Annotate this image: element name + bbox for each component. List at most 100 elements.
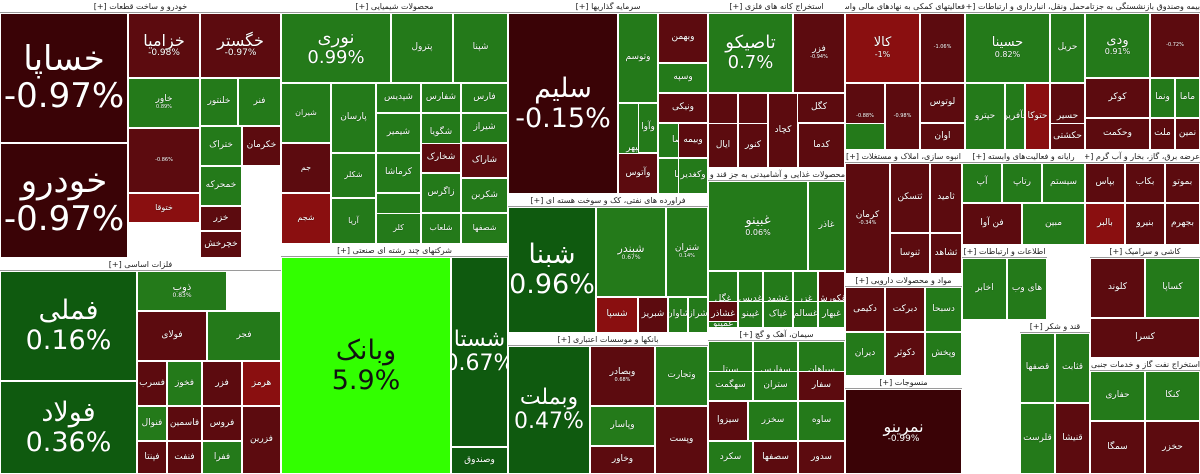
stock-tile[interactable]: ثامید — [930, 163, 962, 233]
sector-title[interactable]: انبوه سازی، املاک و مستغلات [+] — [845, 150, 962, 163]
stock-tile[interactable]: زاگرس — [421, 173, 461, 213]
stock-tile[interactable]: وپاسار — [590, 406, 655, 446]
sector-title[interactable]: فلزات اساسی [+] — [0, 258, 281, 271]
stock-tile[interactable]: بالبر — [1085, 203, 1125, 245]
stock-tile[interactable]: وآوا — [638, 103, 658, 153]
stock-tile[interactable]: سخزر — [748, 401, 798, 441]
stock-tile[interactable]: شتران 0.14% — [666, 207, 708, 297]
stock-tile[interactable]: فارس — [461, 83, 508, 113]
stock-tile[interactable]: خگستر -0.97% — [200, 13, 281, 78]
stock-tile[interactable]: کرماشا — [376, 153, 421, 193]
stock-tile[interactable]: خساپا -0.97% — [0, 13, 128, 143]
stock-tile[interactable]: وبهمن — [658, 13, 708, 63]
stock-tile[interactable]: وتوسم — [618, 13, 658, 103]
stock-tile[interactable]: سکرد — [708, 441, 753, 474]
stock-tile[interactable]: فولاد 0.36% — [0, 381, 137, 474]
stock-tile[interactable]: شستا0.67% — [451, 257, 508, 447]
stock-tile[interactable]: ساوه — [798, 401, 845, 441]
stock-tile[interactable]: شپدیس — [376, 83, 421, 113]
sector-title[interactable]: فعالیتهای کمکی به نهادهای مالی واسط [+] — [845, 0, 965, 13]
stock-tile[interactable]: نوری 0.99% — [281, 13, 391, 83]
stock-tile[interactable]: خکرمان — [242, 126, 281, 166]
stock-tile[interactable]: شصفها — [461, 213, 508, 244]
sector-title[interactable]: رایانه و فعالیت‌های وابسته [+] — [962, 150, 1085, 163]
stock-tile[interactable]: سفار — [798, 371, 845, 401]
stock-tile[interactable]: سصفها — [753, 441, 798, 474]
stock-tile[interactable]: کرمان -0.34% — [845, 163, 890, 274]
stock-tile[interactable]: دکوثر — [885, 332, 925, 376]
stock-tile[interactable]: آپ — [962, 163, 1002, 203]
stock-tile[interactable]: ففرا — [202, 441, 242, 474]
stock-tile[interactable]: کنکا — [1145, 371, 1200, 421]
stock-tile[interactable]: رتاپ — [1002, 163, 1042, 203]
stock-tile[interactable]: کوکر — [1085, 78, 1150, 118]
stock-tile[interactable]: قلرست — [1020, 403, 1055, 474]
stock-tile[interactable]: پترول — [391, 13, 453, 83]
stock-tile[interactable]: بنیرو — [1125, 203, 1165, 245]
stock-tile[interactable]: های وب — [1007, 258, 1047, 320]
stock-tile[interactable]: وصندوق — [451, 447, 508, 474]
sector-title[interactable]: قند و شکر [+] — [1020, 320, 1090, 333]
stock-tile[interactable]: خاور 0.89% — [128, 78, 200, 128]
stock-tile[interactable]: حسینا 0.82% — [965, 13, 1050, 83]
stock-tile[interactable]: فزر — [202, 361, 242, 406]
stock-tile[interactable]: شکربن — [461, 178, 508, 213]
stock-tile[interactable]: قنیشا — [1055, 403, 1090, 474]
sector-title[interactable]: شرکتهای چند رشته ای صنعتی [+] — [281, 244, 508, 257]
stock-tile[interactable]: ستران — [753, 371, 798, 401]
sector-title[interactable]: حمل ونقل، انبارداری و ارتباطات [+] — [965, 0, 1085, 13]
sector-title[interactable]: بانکها و موسسات اعتباری [+] — [508, 333, 708, 346]
stock-tile[interactable]: فروس — [202, 406, 242, 441]
stock-tile[interactable]: فسرب — [137, 361, 167, 406]
stock-tile[interactable]: سیستم — [1042, 163, 1085, 203]
stock-tile[interactable]: فپنتا — [137, 441, 167, 474]
stock-tile[interactable]: فاسمین — [167, 406, 202, 441]
sector-title[interactable]: فراورده های نفتی، کک و سوخت هسته ای [+] — [508, 194, 708, 207]
sector-title[interactable]: مواد و محصولات دارویی [+] — [845, 274, 962, 287]
stock-tile[interactable]: حآفرین — [1005, 83, 1025, 150]
stock-tile[interactable]: فخوز — [167, 361, 202, 406]
stock-tile[interactable]: -1.06% — [920, 13, 965, 83]
stock-tile[interactable]: وبانک 5.9% — [281, 257, 451, 474]
stock-tile[interactable]: شپنا — [453, 13, 508, 83]
stock-tile[interactable]: شیراز — [461, 113, 508, 143]
stock-tile[interactable]: ودی 0.91% — [1085, 13, 1150, 78]
stock-tile[interactable]: تاصیکو 0.7% — [708, 13, 793, 93]
stock-tile[interactable]: ملت — [1150, 118, 1175, 150]
stock-tile[interactable]: شیران — [281, 83, 331, 143]
stock-tile[interactable]: شفارس — [421, 83, 461, 113]
stock-tile[interactable]: وخاور — [590, 446, 655, 474]
stock-tile[interactable]: لوتوس — [920, 83, 965, 123]
stock-tile[interactable]: غپینو — [738, 301, 763, 328]
stock-tile[interactable]: شجم — [281, 193, 331, 244]
sector-title[interactable]: محصولات غذایی و آشامیدنی به جز قند و شکر… — [708, 168, 845, 181]
stock-tile[interactable]: کلوند — [1090, 258, 1145, 318]
stock-tile[interactable]: جم — [281, 143, 331, 193]
stock-tile[interactable]: شبنا 0.96% — [508, 207, 596, 333]
stock-tile[interactable]: شبریز — [638, 297, 668, 333]
stock-tile[interactable]: کگل — [793, 93, 845, 123]
sector-title[interactable]: محصولات شیمیایی [+] — [281, 0, 508, 13]
stock-tile[interactable]: -0.86% — [128, 128, 200, 193]
stock-tile[interactable]: خمحرکه — [200, 166, 242, 206]
stock-tile[interactable]: وسپه — [658, 63, 708, 93]
stock-tile[interactable]: کساپا — [1145, 258, 1200, 318]
stock-tile[interactable]: شاراک — [461, 143, 508, 178]
stock-tile[interactable]: فنفت — [167, 441, 202, 474]
stock-tile[interactable]: شبندر 0.67% — [596, 207, 666, 297]
sector-title[interactable]: استخراج نفت گاز و خدمات جنبی [+] — [1090, 358, 1200, 371]
stock-tile[interactable]: -0.72% — [1150, 13, 1200, 78]
stock-tile[interactable]: حتوکا — [1025, 83, 1050, 150]
stock-tile[interactable]: سمگا — [1090, 421, 1145, 474]
stock-tile[interactable]: بجهرم — [1165, 203, 1200, 245]
stock-tile[interactable]: وتجارت — [655, 346, 708, 406]
stock-tile[interactable]: حکشتی — [1050, 123, 1085, 150]
sector-title[interactable]: عرضه برق، گاز، بخار و آب گرم [+] — [1085, 150, 1200, 163]
stock-tile[interactable]: خزر — [200, 206, 242, 231]
stock-tile[interactable]: فزر -0.94% — [793, 13, 845, 93]
stock-tile[interactable]: ایال — [708, 123, 738, 168]
stock-tile[interactable]: کلر — [376, 213, 421, 244]
stock-tile[interactable]: ختراک — [200, 126, 242, 166]
stock-tile[interactable]: شیمیر — [376, 113, 421, 153]
stock-tile[interactable]: سیزوا — [708, 401, 748, 441]
